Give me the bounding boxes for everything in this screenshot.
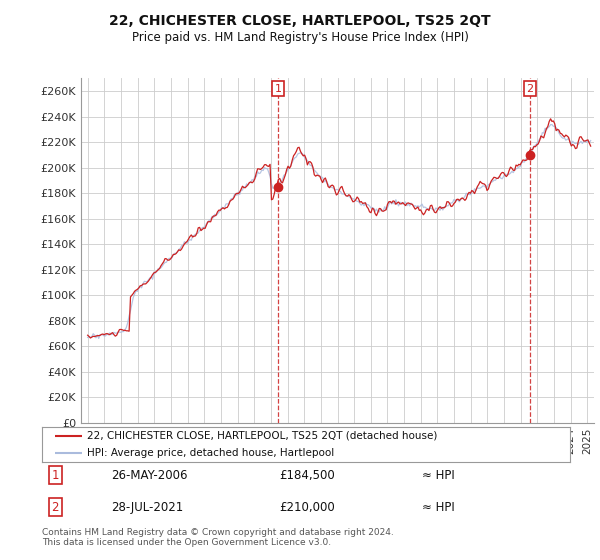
Text: Price paid vs. HM Land Registry's House Price Index (HPI): Price paid vs. HM Land Registry's House … [131, 31, 469, 44]
Text: 22, CHICHESTER CLOSE, HARTLEPOOL, TS25 2QT: 22, CHICHESTER CLOSE, HARTLEPOOL, TS25 2… [109, 14, 491, 28]
Text: 26-MAY-2006: 26-MAY-2006 [110, 469, 187, 482]
Text: ≈ HPI: ≈ HPI [422, 469, 455, 482]
Text: 2: 2 [526, 83, 533, 94]
Text: 28-JUL-2021: 28-JUL-2021 [110, 501, 183, 514]
Text: £210,000: £210,000 [280, 501, 335, 514]
Text: 2: 2 [52, 501, 59, 514]
Text: ≈ HPI: ≈ HPI [422, 501, 455, 514]
Text: HPI: Average price, detached house, Hartlepool: HPI: Average price, detached house, Hart… [87, 449, 334, 458]
Text: £184,500: £184,500 [280, 469, 335, 482]
Text: Contains HM Land Registry data © Crown copyright and database right 2024.
This d: Contains HM Land Registry data © Crown c… [42, 528, 394, 547]
Text: 22, CHICHESTER CLOSE, HARTLEPOOL, TS25 2QT (detached house): 22, CHICHESTER CLOSE, HARTLEPOOL, TS25 2… [87, 431, 437, 441]
Text: 1: 1 [52, 469, 59, 482]
Text: 1: 1 [274, 83, 281, 94]
